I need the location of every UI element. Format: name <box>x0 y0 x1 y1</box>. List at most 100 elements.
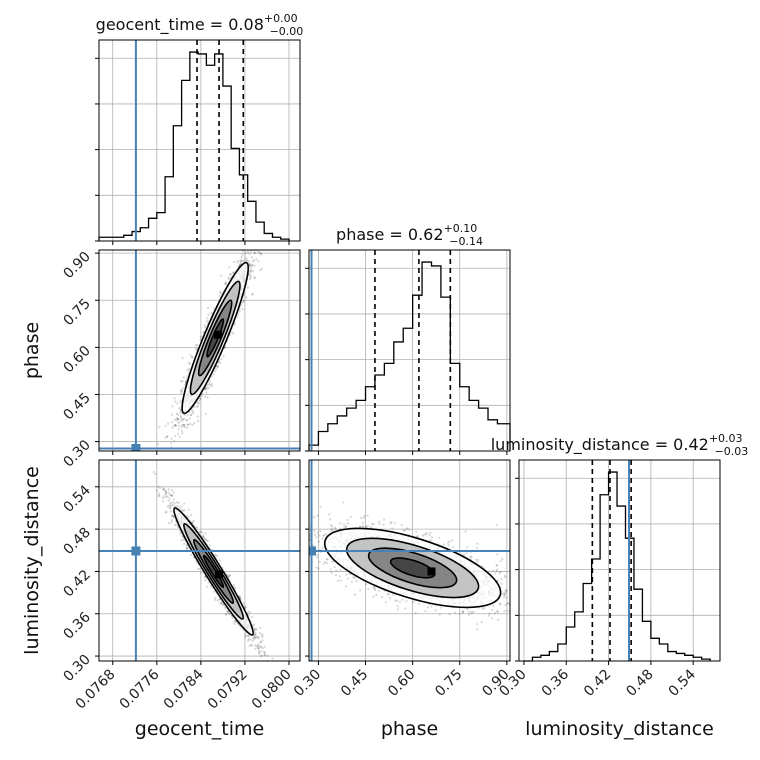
sample-point <box>173 434 177 438</box>
sample-point <box>170 413 174 416</box>
sample-point <box>180 539 183 542</box>
sample-point <box>170 437 173 440</box>
sample-point <box>172 491 175 494</box>
sample-point <box>189 414 193 417</box>
sample-point <box>263 238 265 240</box>
sample-point <box>172 501 175 504</box>
sample-point <box>257 647 261 650</box>
sample-point <box>169 507 172 510</box>
sample-point <box>186 423 189 426</box>
sample-point <box>182 376 185 379</box>
sample-point <box>242 300 245 303</box>
sample-point <box>244 633 247 637</box>
sample-point <box>202 331 205 334</box>
sample-point <box>191 410 194 413</box>
sample-point <box>263 651 266 654</box>
sample-point <box>205 320 208 323</box>
sample-point <box>181 379 184 383</box>
sample-point <box>198 530 201 534</box>
sample-point <box>159 474 161 476</box>
sample-point <box>266 215 268 217</box>
sample-point <box>257 643 260 646</box>
sample-point <box>157 485 160 488</box>
sample-point <box>177 428 180 431</box>
sample-point <box>180 426 183 429</box>
sample-point <box>244 606 247 609</box>
sample-point <box>187 423 190 426</box>
sample-point <box>175 412 179 415</box>
sample-point <box>257 646 260 649</box>
sample-point <box>174 505 178 508</box>
sample-point <box>257 228 259 230</box>
sample-point <box>168 453 170 455</box>
sample-point <box>176 525 179 528</box>
sample-point <box>206 317 209 320</box>
sample-point <box>234 586 237 590</box>
sample-point <box>199 397 202 400</box>
sample-point <box>187 515 190 518</box>
sample-point <box>192 519 195 522</box>
axes-frame <box>308 249 511 452</box>
sample-point <box>158 426 161 429</box>
y-tick-label: 0.54 <box>60 482 93 515</box>
sample-point <box>170 421 174 424</box>
injection-marker <box>131 546 141 556</box>
sample-point <box>183 413 187 416</box>
sample-point <box>238 263 242 266</box>
sample-point <box>269 235 271 237</box>
sample-point <box>252 623 255 626</box>
sample-point <box>256 635 259 638</box>
sample-point <box>204 412 207 415</box>
sample-point <box>183 423 186 427</box>
sample-point <box>214 553 217 556</box>
sample-point <box>175 523 178 526</box>
sample-point <box>171 426 174 429</box>
sample-point <box>170 518 174 522</box>
sample-point <box>227 576 231 579</box>
sample-point <box>189 354 192 357</box>
sample-point <box>239 260 242 263</box>
sample-point <box>200 394 203 398</box>
x-tick-label: 0.48 <box>623 667 656 700</box>
sample-point <box>180 418 183 421</box>
sample-point <box>198 399 201 403</box>
sample-point <box>251 615 254 618</box>
y-tick-label: 0.60 <box>60 343 93 376</box>
sample-point <box>224 346 227 349</box>
y-tick-label: 0.45 <box>60 390 93 423</box>
sample-point <box>180 391 183 395</box>
sample-point <box>223 282 227 286</box>
sample-point <box>259 626 262 629</box>
axes-frame <box>98 39 301 242</box>
sample-point <box>257 635 260 639</box>
sample-point <box>168 506 172 509</box>
sample-point <box>249 264 252 267</box>
sample-point <box>253 251 257 254</box>
sample-point <box>258 632 262 635</box>
sample-point <box>220 602 223 605</box>
sample-point <box>261 639 264 642</box>
sample-point <box>229 273 232 276</box>
sample-point <box>240 243 242 245</box>
sample-point <box>164 436 167 439</box>
sample-point <box>197 402 200 405</box>
sample-point <box>249 270 252 273</box>
sample-point <box>183 509 186 512</box>
sample-point <box>179 409 182 412</box>
sample-point <box>182 542 186 545</box>
histogram-geocent_time <box>98 51 290 241</box>
sample-point <box>196 344 199 347</box>
sample-point <box>239 626 242 629</box>
sample-point <box>259 641 262 644</box>
sample-point <box>245 634 248 637</box>
sample-point <box>184 380 187 383</box>
sample-point <box>163 488 166 491</box>
sample-point <box>185 419 188 422</box>
y-tick-label: 0.36 <box>60 609 93 642</box>
sample-point <box>257 250 260 253</box>
sample-point <box>224 281 227 285</box>
sample-point <box>261 647 264 650</box>
sample-point <box>249 638 252 641</box>
sample-point <box>201 392 204 395</box>
sample-point <box>205 385 208 389</box>
